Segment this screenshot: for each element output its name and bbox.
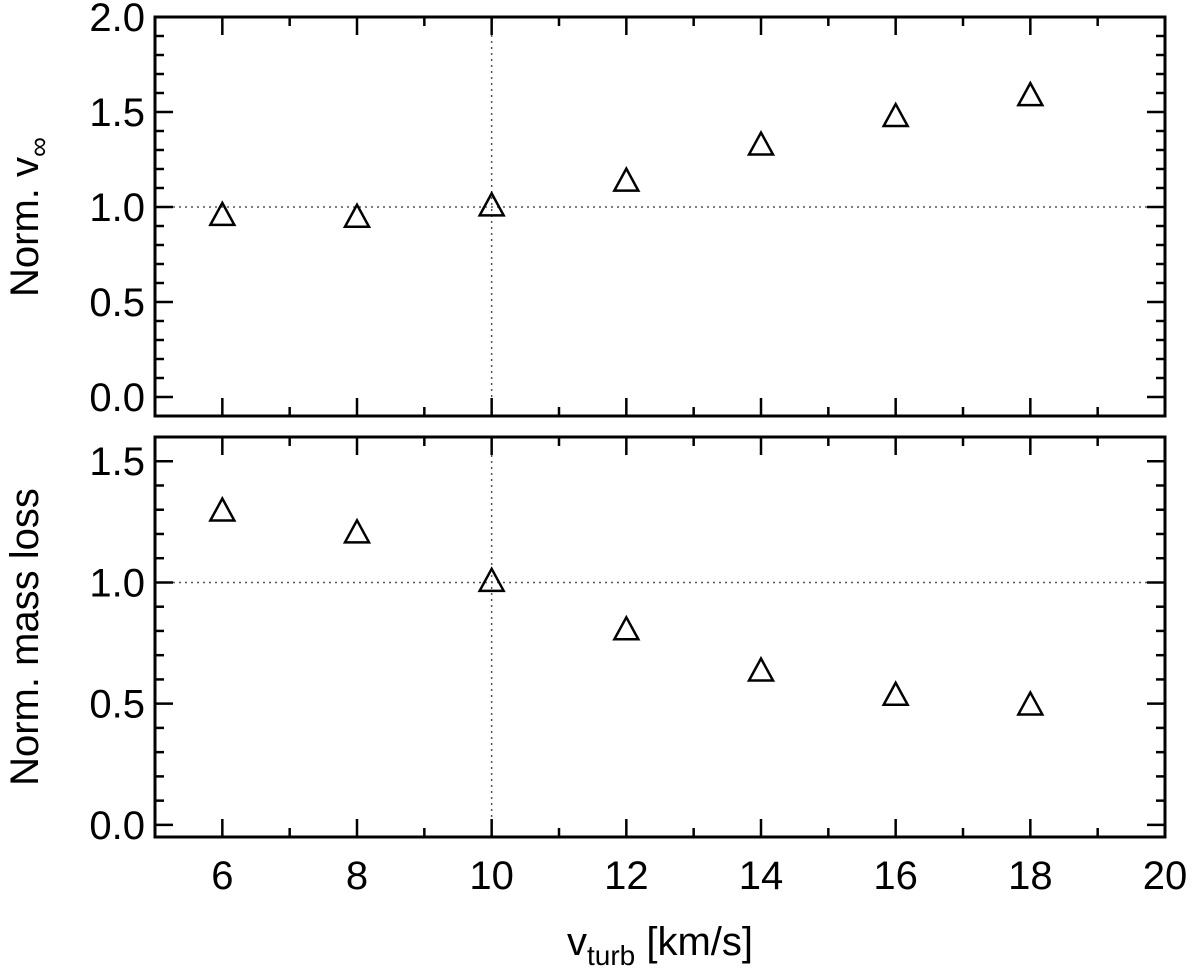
x-tick-label: 12	[604, 854, 649, 898]
data-point-triangle	[881, 101, 910, 128]
data-point-triangle	[477, 566, 506, 593]
y-tick-label: 0.0	[89, 376, 145, 420]
y-axis-title-top-subscript: ∞	[23, 137, 54, 157]
svg-text:vturb [km/s]: vturb [km/s]	[567, 920, 753, 971]
x-tick-label: 8	[346, 854, 368, 898]
data-point-triangle	[612, 614, 641, 641]
y-tick-label: 1.5	[89, 91, 145, 135]
data-point-triangle	[746, 655, 776, 682]
y-tick-label: 1.0	[89, 186, 145, 230]
y-axis-title-top: Norm. v∞	[3, 137, 54, 297]
y-tick-label: 1.0	[89, 561, 145, 605]
data-point-triangle	[612, 166, 641, 192]
y-axis-title-top-main: Norm. v	[3, 157, 47, 297]
y-tick-label: 1.5	[89, 440, 145, 484]
data-point-triangle	[746, 129, 776, 156]
data-point-triangle	[342, 517, 372, 544]
panel-bottom-mass-loss: 0.0 0.5 1.0 1.5 6 8 10 12 14 16 18 20	[89, 435, 1188, 898]
x-tick-label: 10	[469, 854, 514, 898]
data-point-triangle	[208, 495, 237, 522]
y-tick-label: 0.0	[89, 804, 145, 848]
data-point-triangle	[1016, 80, 1045, 107]
y-tick-label: 0.5	[89, 683, 145, 727]
x-tick-label: 16	[873, 854, 918, 898]
data-point-triangle	[1016, 689, 1045, 716]
data-point-triangle	[881, 680, 910, 707]
svg-text:Norm. v∞: Norm. v∞	[3, 137, 54, 297]
x-axis-title: vturb [km/s]	[567, 920, 753, 971]
y-axis-title-bottom-text: Norm. mass loss	[3, 488, 47, 786]
plot-frame	[153, 435, 1167, 839]
x-axis-title-unit: [km/s]	[635, 920, 753, 964]
data-point-triangle	[208, 200, 237, 227]
data-point-triangle	[477, 190, 506, 217]
plot-frame	[153, 15, 1167, 418]
data-point-triangle	[342, 202, 372, 229]
x-tick-label: 6	[211, 854, 233, 898]
x-tick-label: 18	[1008, 854, 1053, 898]
x-axis-title-v: v	[567, 920, 587, 964]
x-axis-title-subscript: turb	[587, 940, 635, 971]
y-tick-label: 2.0	[89, 0, 145, 40]
panel-top-terminal-velocity: 0.0 0.5 1.0 1.5 2.0	[89, 0, 1167, 420]
x-tick-label: 20	[1143, 854, 1188, 898]
y-tick-label: 0.5	[89, 281, 145, 325]
y-axis-title-bottom: Norm. mass loss	[3, 488, 47, 786]
x-tick-label: 14	[739, 854, 784, 898]
